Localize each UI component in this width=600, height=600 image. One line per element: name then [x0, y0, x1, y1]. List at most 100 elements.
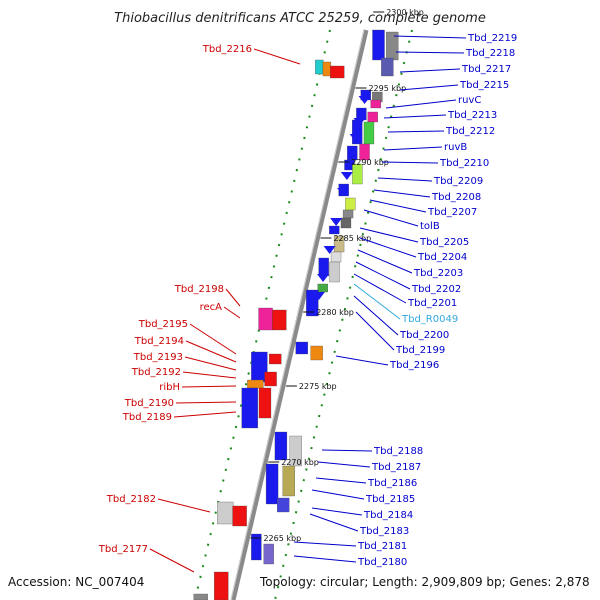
- kbp-label: 2270 kbp: [281, 458, 319, 467]
- right-gene-label[interactable]: Tbd_2186: [367, 478, 417, 489]
- right-gene-label[interactable]: Tbd_2183: [359, 526, 409, 537]
- genome-backbone: [230, 29, 369, 600]
- right-gene-label[interactable]: Tbd_2217: [461, 64, 511, 75]
- left-leader-line: [157, 498, 211, 513]
- right-gene-label[interactable]: Tbd_2196: [389, 360, 439, 371]
- reverse-gene: [258, 387, 272, 419]
- right-gene-label[interactable]: Tbd_2218: [465, 48, 515, 59]
- left-gene-label[interactable]: Tbd_2193: [133, 352, 183, 363]
- kbp-label: 2290 kbp: [351, 158, 389, 167]
- right-leader-line: [357, 249, 413, 274]
- forward-gene: [367, 111, 378, 123]
- kbp-label: 2285 kbp: [333, 234, 371, 243]
- forward-gene: [318, 257, 329, 277]
- right-gene-label[interactable]: Tbd_2212: [445, 126, 495, 137]
- left-leader-line: [184, 356, 237, 371]
- right-leader-line: [311, 507, 363, 516]
- right-leader-line: [353, 283, 401, 320]
- right-gene-label[interactable]: Tbd_2208: [431, 192, 481, 203]
- reverse-gene: [193, 593, 208, 600]
- right-gene-label[interactable]: Tbd_2209: [433, 176, 483, 187]
- left-gene-label[interactable]: Tbd_2182: [106, 494, 156, 505]
- topology-text: Topology: circular; Length: 2,909,809 bp…: [259, 575, 590, 589]
- right-leader-line: [369, 199, 427, 213]
- right-gene-label[interactable]: Tbd_2200: [399, 330, 449, 341]
- left-leader-line: [175, 401, 237, 404]
- right-gene-label[interactable]: Tbd_2203: [413, 268, 463, 279]
- reverse-gene: [247, 379, 264, 389]
- forward-gene-arrow: [340, 172, 353, 180]
- right-leader-line: [383, 146, 443, 151]
- right-gene-label[interactable]: Tbd_2215: [459, 80, 509, 91]
- right-gene-label[interactable]: Tbd_2205: [419, 237, 469, 248]
- right-gene-label[interactable]: Tbd_2184: [363, 510, 413, 521]
- right-gene-label[interactable]: tolB: [420, 221, 440, 232]
- right-gene-label[interactable]: Tbd_2185: [365, 494, 415, 505]
- right-leader-line: [309, 513, 359, 532]
- right-gene-label[interactable]: Tbd_2201: [407, 298, 457, 309]
- right-gene-label[interactable]: Tbd_2202: [411, 284, 461, 295]
- reverse-gene: [322, 61, 332, 77]
- reverse-gene: [315, 59, 324, 75]
- right-leader-line: [359, 237, 417, 258]
- left-leader-line: [181, 385, 237, 388]
- forward-gene-arrow: [323, 246, 336, 254]
- right-gene-label[interactable]: ruvB: [444, 142, 467, 153]
- forward-gene: [317, 283, 328, 293]
- right-gene-label[interactable]: Tbd_2180: [357, 557, 407, 568]
- kbp-label: 2275 kbp: [299, 382, 337, 391]
- right-leader-line: [381, 161, 439, 164]
- right-gene-label[interactable]: Tbd_2187: [371, 462, 421, 473]
- left-leader-line: [185, 340, 237, 363]
- forward-gene: [310, 345, 323, 361]
- left-gene-label[interactable]: Tbd_2194: [134, 336, 184, 347]
- forward-gene: [295, 341, 308, 355]
- right-gene-label[interactable]: Tbd_2199: [395, 345, 445, 356]
- left-gene-label[interactable]: recA: [200, 302, 223, 313]
- right-leader-line: [393, 35, 467, 39]
- kbp-label: 2295 kbp: [368, 84, 406, 93]
- reverse-gene: [232, 505, 247, 527]
- left-gene-label[interactable]: Tbd_2192: [131, 367, 181, 378]
- kbp-label: 2265 kbp: [263, 534, 301, 543]
- right-leader-line: [377, 177, 433, 182]
- left-leader-line: [149, 548, 195, 573]
- right-gene-label[interactable]: ruvC: [458, 95, 481, 106]
- forward-gene: [251, 533, 262, 561]
- right-gene-label[interactable]: Tbd_2219: [467, 33, 517, 44]
- forward-gene: [381, 57, 394, 77]
- forward-gene: [306, 289, 319, 317]
- forward-gene-arrow: [358, 96, 371, 104]
- right-gene-label[interactable]: Tbd_2210: [439, 158, 489, 169]
- forward-gene: [329, 225, 340, 235]
- right-leader-line: [399, 84, 459, 91]
- left-gene-label[interactable]: Tbd_2177: [98, 544, 148, 555]
- right-gene-label[interactable]: Tbd_2181: [357, 541, 407, 552]
- left-gene-label[interactable]: Tbd_2216: [202, 44, 252, 55]
- right-leader-line: [311, 489, 365, 500]
- left-gene-label[interactable]: Tbd_2198: [174, 284, 224, 295]
- left-gene-label[interactable]: Tbd_2190: [124, 398, 174, 409]
- forward-gene-arrow: [349, 134, 362, 142]
- left-leader-line: [182, 371, 237, 379]
- forward-gene: [277, 497, 290, 513]
- right-leader-line: [353, 295, 399, 336]
- kbp-ticks: 2300 kbp 2295 kbp 2290 kbp 2285 kbp 2280 kbp…: [250, 8, 424, 543]
- forward-gene: [274, 431, 288, 461]
- right-gene-label[interactable]: Tbd_2188: [373, 446, 423, 457]
- left-gene-label[interactable]: Tbd_2189: [122, 412, 172, 423]
- left-gene-label[interactable]: ribH: [159, 382, 180, 393]
- right-leader-line: [355, 261, 411, 290]
- right-gene-label[interactable]: Tbd_2213: [447, 110, 497, 121]
- reverse-gene: [264, 371, 277, 387]
- forward-gene: [352, 163, 363, 185]
- right-gene-label[interactable]: Tbd_2207: [427, 207, 477, 218]
- left-gene-label[interactable]: Tbd_2195: [138, 319, 188, 330]
- right-gene-label[interactable]: Tbd_R0049: [401, 314, 458, 325]
- right-leader-line: [395, 51, 465, 54]
- right-leader-line: [315, 477, 367, 484]
- reverse-gene: [217, 501, 234, 525]
- right-leader-line: [385, 99, 457, 109]
- right-gene-label[interactable]: Tbd_2204: [417, 252, 467, 263]
- forward-gene: [370, 99, 381, 109]
